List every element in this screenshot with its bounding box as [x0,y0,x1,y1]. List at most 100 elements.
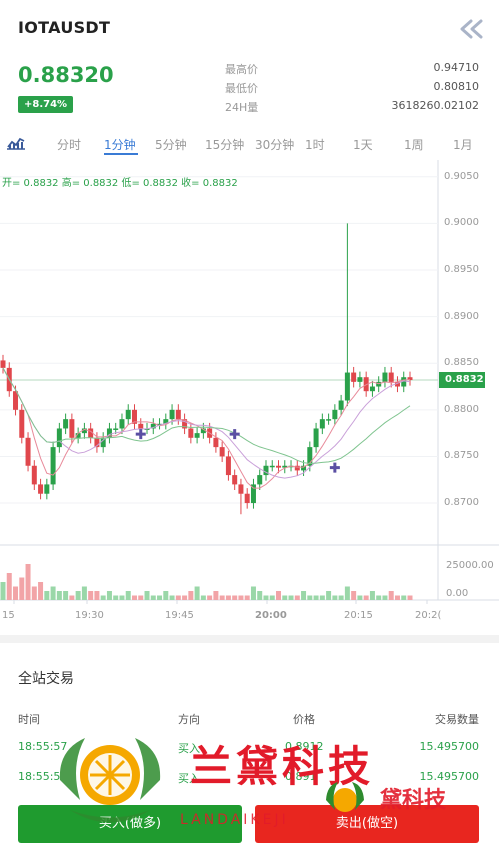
volume-bar [401,595,407,600]
candle-body [175,409,181,420]
candle-body [194,433,200,438]
volume-bar [276,591,282,600]
candle-body [63,419,69,429]
volume-bar [363,595,369,600]
ma-line [2,367,411,465]
sell-short-button[interactable]: 卖出(做空) [255,805,479,843]
candle-body [213,437,219,448]
trade-price: 0.8912 [285,740,324,753]
volume-bar [81,586,87,600]
volume-bar [0,582,6,600]
candle-body [169,409,175,420]
volume-bar [38,582,44,600]
candle-body [138,423,144,429]
candle-body [357,377,363,382]
candle-body [69,419,75,438]
candle-body [19,409,25,438]
x-tick-label: 20:15 [344,610,373,621]
trade-time: 18:55:57 [18,740,68,753]
chart-type-icon[interactable] [6,136,26,150]
candle-body [351,372,357,382]
volume-bar [376,595,382,600]
tab-1week[interactable]: 1周 [404,138,424,152]
candle-body [44,484,50,494]
candle-body [407,377,413,380]
volume-bar [119,595,125,600]
volume-bar [31,586,37,600]
y-tick-label: 0.8850 [444,357,479,369]
tab-30min[interactable]: 30分钟 [255,138,295,152]
volume-bar [25,564,31,600]
active-tab-indicator [104,153,138,155]
candle-body [88,428,94,438]
volume-bar [263,595,269,600]
candle-body [282,465,288,468]
volume-label: 24H量 [225,101,259,114]
buy-long-button[interactable]: 买入(做多) [18,805,242,843]
tab-timeline[interactable]: 分时 [57,138,82,152]
volume-bar [94,591,100,600]
x-tick-label: 20:00 [255,610,287,621]
candle-body [13,391,19,410]
candle-body [307,447,313,466]
trade-qty: 15.495700 [419,770,480,783]
candle-body [113,428,119,430]
candle-body [332,409,338,420]
watermark-logo-small [326,782,364,812]
kline-chart[interactable] [0,160,499,630]
candle-body [394,381,400,387]
y-tick-label: 0.8700 [444,497,479,509]
volume-bar [6,573,12,600]
candle-body [257,475,263,485]
candle-body [200,428,206,434]
change-badge: +8.74% [18,96,74,113]
y-tick-label: 0.8750 [444,450,479,462]
tab-1min[interactable]: 1分钟 [104,138,136,152]
volume-bar [313,595,319,600]
candle-body [269,465,275,468]
trade-price: 0.891 [285,770,317,783]
candle-body [31,465,37,485]
volume-value: 3618260.02102 [391,99,479,112]
low-label: 最低价 [225,82,258,95]
y-tick-label: 0.8800 [444,403,479,415]
tab-15min[interactable]: 15分钟 [205,138,245,152]
volume-bar [269,595,275,600]
ma-line [2,367,411,479]
volume-bar [100,595,106,600]
share-back-icon[interactable] [459,18,485,40]
volume-bar [326,591,332,600]
x-tick-label: 20:2( [415,610,442,621]
tab-5min[interactable]: 5分钟 [155,138,187,152]
watermark-logo [59,738,161,823]
candle-body [344,372,350,401]
candle-body [50,447,56,485]
tab-1day[interactable]: 1天 [353,138,373,152]
ma-line [2,367,411,489]
moving-averages [2,367,411,489]
candle-body [81,428,87,434]
y-tick-label: 0.8950 [444,264,479,275]
volume-bar [106,591,112,600]
y-axis-labels: 0.9050 0.9000 0.8950 0.8900 0.8850 0.8800 0.87… [0,160,499,630]
tab-1hour[interactable]: 1时 [305,138,325,152]
volume-bar [138,595,144,600]
volume-bar [200,595,206,600]
y-tick-label: 0.9050 [444,170,479,182]
volume-bar [301,591,307,600]
candle-body [232,475,238,485]
candle-body [38,484,44,494]
volume-bar [357,595,363,600]
volume-bar [382,595,388,600]
tab-1month[interactable]: 1月 [453,138,473,152]
volume-bar [131,595,137,600]
volume-bar [188,591,194,600]
volume-bar [150,595,156,600]
signal-marker [329,462,340,473]
col-side: 方向 [178,713,200,726]
candle-body [106,428,112,438]
section-divider [0,635,499,643]
volume-bar [332,595,338,600]
volume-bar [388,591,394,600]
volume-bar [194,586,200,600]
